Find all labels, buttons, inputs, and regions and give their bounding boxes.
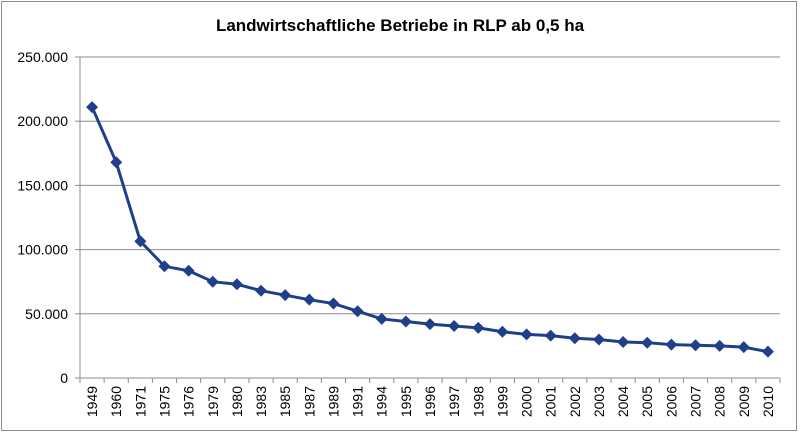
x-tick-label: 2008 xyxy=(712,386,728,417)
x-tick-label: 2001 xyxy=(543,386,559,417)
x-tick-label: 2000 xyxy=(519,386,535,417)
data-markers xyxy=(86,101,774,358)
data-point-marker xyxy=(327,297,340,310)
x-tick-label: 2006 xyxy=(663,386,679,417)
x-tick-label: 2009 xyxy=(736,386,752,417)
data-point-marker xyxy=(110,156,123,169)
axes xyxy=(75,56,781,383)
data-point-marker xyxy=(544,329,557,342)
x-tick-label: 1985 xyxy=(277,386,293,417)
x-tick-label: 2004 xyxy=(615,386,631,417)
x-tick-label: 1996 xyxy=(422,386,438,417)
x-tick-label: 1960 xyxy=(108,386,124,417)
x-tick-label: 1989 xyxy=(325,386,341,417)
data-point-marker xyxy=(134,235,147,248)
x-tick-label: 2010 xyxy=(760,386,776,417)
data-point-marker xyxy=(375,312,388,325)
data-point-marker xyxy=(279,289,292,302)
x-tick-label: 1971 xyxy=(132,386,148,417)
y-tick-label: 100.000 xyxy=(17,242,68,258)
data-point-marker xyxy=(713,339,726,352)
x-tick-label: 1991 xyxy=(350,386,366,417)
data-point-marker xyxy=(761,345,774,358)
y-tick-label: 200.000 xyxy=(17,113,68,129)
x-tick-label: 1979 xyxy=(205,386,221,417)
x-tick-label: 1998 xyxy=(470,386,486,417)
x-tick-label: 1995 xyxy=(398,386,414,417)
data-point-marker xyxy=(448,319,461,332)
data-point-marker xyxy=(206,275,219,288)
data-point-marker xyxy=(303,293,316,306)
y-tick-label: 150.000 xyxy=(17,177,68,193)
data-point-marker xyxy=(351,305,364,318)
data-point-marker xyxy=(182,264,195,277)
data-point-marker xyxy=(230,278,243,291)
data-point-marker xyxy=(496,325,509,338)
gridlines xyxy=(80,56,780,315)
x-tick-label: 2005 xyxy=(639,386,655,417)
data-point-marker xyxy=(665,338,678,351)
data-point-marker xyxy=(255,284,268,297)
x-tick-label: 1987 xyxy=(301,386,317,417)
y-tick-labels: 0 50.000 100.000 150.000 200.000 250.000 xyxy=(17,49,68,386)
data-point-marker xyxy=(568,332,581,345)
x-tick-label: 1976 xyxy=(181,386,197,417)
chart-title: Landwirtschaftliche Betriebe in RLP ab 0… xyxy=(215,16,585,35)
data-point-marker xyxy=(424,318,436,331)
data-point-marker xyxy=(689,339,702,352)
x-tick-label: 1997 xyxy=(446,386,462,417)
x-tick-label: 1999 xyxy=(494,386,510,417)
series-line xyxy=(90,106,769,354)
y-tick-label: 250.000 xyxy=(17,49,68,65)
data-point-marker xyxy=(472,321,485,334)
y-tick-label: 0 xyxy=(60,370,68,386)
data-point-marker xyxy=(641,336,654,349)
x-tick-label: 1983 xyxy=(253,386,269,417)
data-point-marker xyxy=(617,336,630,349)
data-point-marker xyxy=(520,328,533,341)
x-tick-label: 1975 xyxy=(156,386,172,417)
x-tick-label: 2003 xyxy=(591,386,607,417)
data-point-marker xyxy=(399,315,412,328)
y-tick-label: 50.000 xyxy=(25,306,68,322)
x-tick-label: 1994 xyxy=(374,386,390,417)
data-point-marker xyxy=(158,260,171,273)
x-tick-label: 1949 xyxy=(84,386,100,417)
x-tick-label: 2002 xyxy=(567,386,583,417)
x-tick-label: 2007 xyxy=(688,386,704,417)
data-point-marker xyxy=(737,341,750,354)
data-point-marker xyxy=(592,333,605,346)
data-point-marker xyxy=(86,101,99,114)
x-tick-labels: 1949 1960 1971 1975 1976 1979 1980 1983 1985 1987… xyxy=(84,386,776,417)
x-tick-label: 1980 xyxy=(229,386,245,417)
